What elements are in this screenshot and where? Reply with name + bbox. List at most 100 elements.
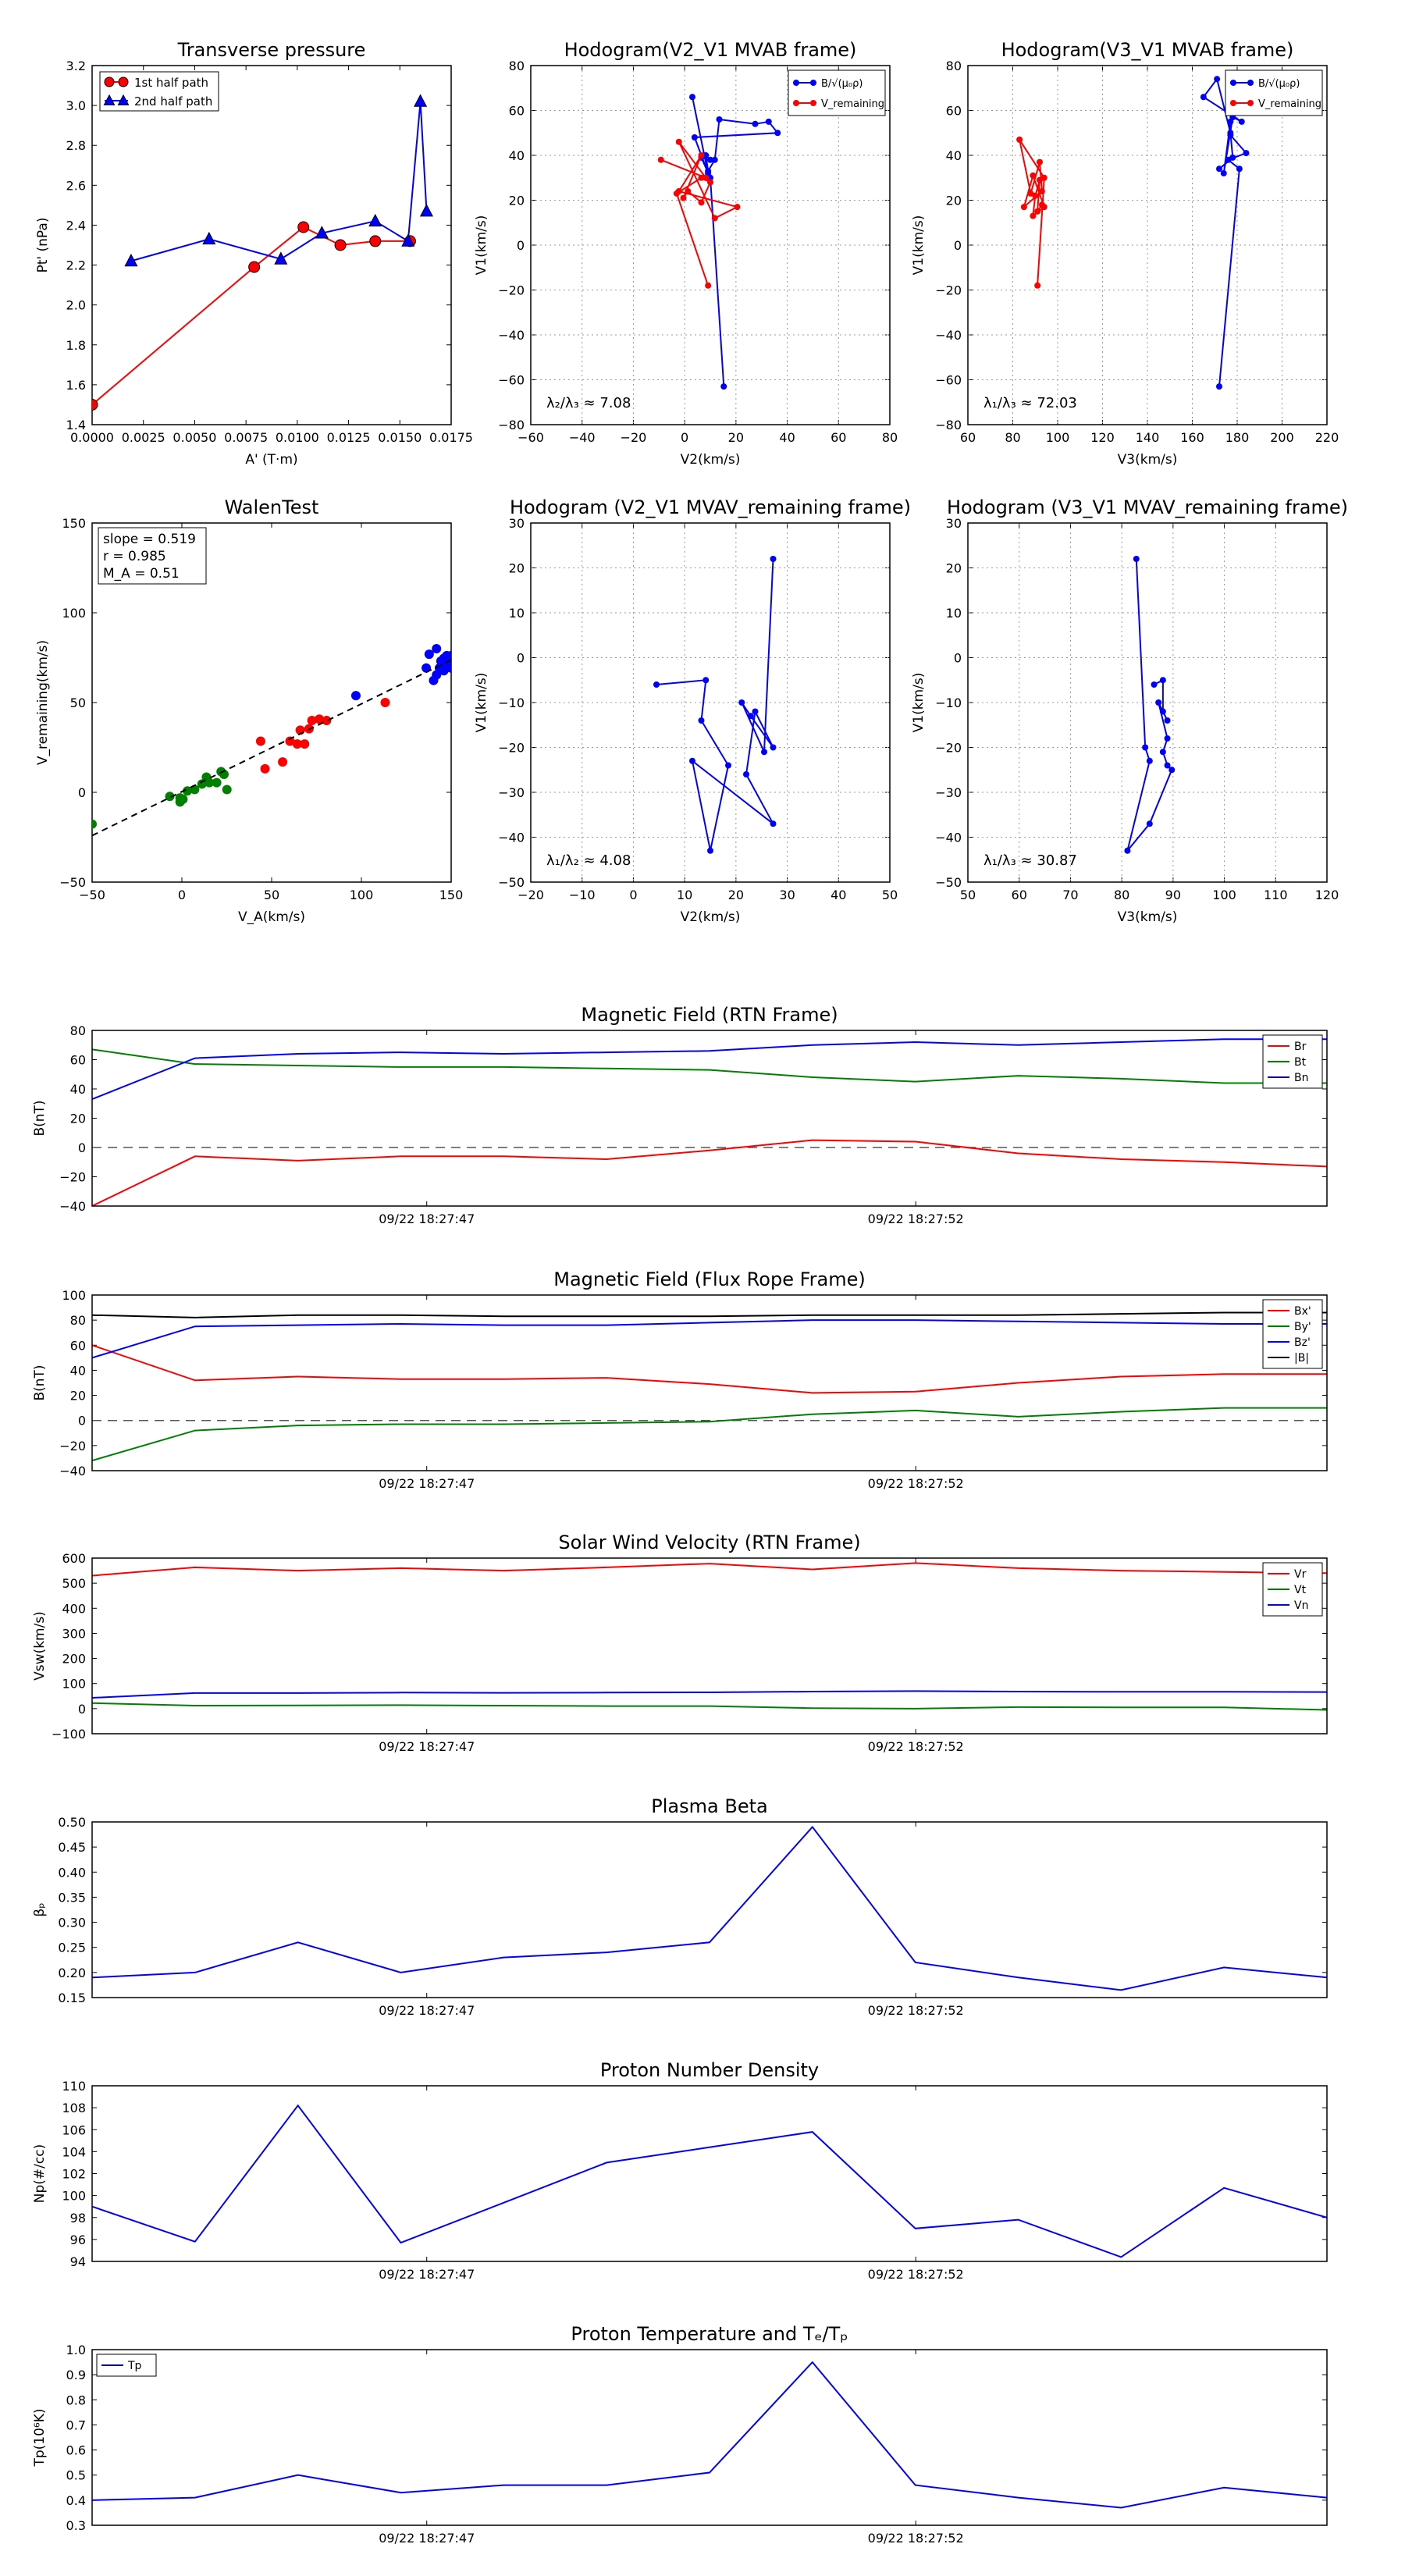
temperature-frame <box>91 2349 1328 2526</box>
bfield_fr-series-0-line <box>92 1344 1327 1394</box>
hodo_v3_mvab-ytick-label: 0 <box>954 238 962 253</box>
hodo_v2_mvav-xtick-label: 40 <box>831 888 846 902</box>
transverse-frame <box>91 65 452 425</box>
transverse-legend-marker-point <box>117 94 130 105</box>
beta-ytick-label: 0.15 <box>58 1991 86 2005</box>
transverse-series-1-line <box>130 101 428 262</box>
walen-fit-line <box>91 659 452 837</box>
bfield_fr-legend-item: By' <box>1294 1321 1311 1333</box>
transverse-series-0-point <box>92 398 98 411</box>
hodo_v2_mvav-series-0-point <box>770 744 777 751</box>
hodo_v2_mvab-series-1-point <box>673 190 680 197</box>
walen-series-0-point <box>222 785 232 795</box>
hodo_v2_mvab-series-1-point <box>685 188 692 194</box>
hodo_v3_mvab-legend-marker-point <box>1247 80 1254 86</box>
temperature-ytick-label: 0.5 <box>66 2468 86 2483</box>
hodo_v3_mvav-xtick-label: 80 <box>1114 888 1129 902</box>
walen-series-1-point <box>278 757 288 767</box>
hodo_v2_mvab-legend-marker-point <box>810 100 816 106</box>
density-ytick-label: 108 <box>62 2101 86 2115</box>
bfield_rtn-title: Magnetic Field (RTN Frame) <box>581 1004 838 1026</box>
bfield_rtn-ytick-label: −40 <box>59 1199 86 1214</box>
hodo_v2_mvab-series-0-point <box>765 118 772 125</box>
hodo_v3_mvab-series-0-point <box>1243 150 1250 157</box>
hodo_v2_mvab-legend-marker-point <box>793 80 799 86</box>
hodo_v3_mvab-legend-marker-point <box>1230 80 1236 86</box>
hodo_v2_mvab-xtick-label: −40 <box>569 430 596 445</box>
walen-series-1-point <box>322 716 332 725</box>
transverse-series-1-point <box>419 204 433 217</box>
hodo_v3_mvav-series-0-point <box>1159 749 1166 756</box>
transverse-xtick-label: 0.0125 <box>327 430 371 445</box>
hodo_v2_mvab-series-0-point <box>752 120 759 127</box>
walen-series-1-point <box>255 736 265 746</box>
hodo_v3_mvav-series-0-point <box>1159 677 1166 684</box>
density-ylabel: Np(#/cc) <box>32 2144 48 2203</box>
hodo_v3_mvab-xlabel: V3(km/s) <box>1118 452 1178 468</box>
hodo_v3_mvab-series-1-point <box>1038 188 1045 194</box>
hodo_v3_mvav-series-0-point <box>1159 708 1166 715</box>
temperature-time-label: 09/22 18:27:47 <box>379 2531 475 2546</box>
hodo_v2_mvav-ytick-label: 10 <box>509 606 525 621</box>
transverse-xtick-label: 0.0000 <box>70 430 114 445</box>
walen-series-0-point <box>92 819 97 829</box>
hodo_v3_mvav-ytick-label: 10 <box>946 606 962 621</box>
walen-ytick-label: 0 <box>78 785 86 800</box>
bfield_fr-ytick-label: 100 <box>62 1288 86 1303</box>
velocity-time-label: 09/22 18:27:47 <box>379 1739 475 1754</box>
hodo_v2_mvab-series-1-point <box>702 174 710 181</box>
bfield_fr-series-1-line <box>92 1407 1327 1462</box>
velocity-ytick-label: 200 <box>62 1652 86 1667</box>
hodo_v2_mvav-series-0-point <box>698 717 705 724</box>
transverse-xtick-label: 0.0150 <box>378 430 422 445</box>
hodo_v2_mvab-series-1-point <box>657 156 664 163</box>
hodo_v2_mvab-ytick-label: 0 <box>517 238 525 253</box>
hodo_v3_mvav-ytick-label: 0 <box>954 651 962 666</box>
hodo_v3_mvab-legend <box>1225 69 1323 116</box>
walen-series-0-point <box>183 786 193 796</box>
hodo_v3_mvab-series-0-point <box>1214 76 1221 83</box>
density-ytick-label: 96 <box>70 2233 86 2247</box>
hodo_v2_mvav-xtick-label: 50 <box>882 888 898 902</box>
beta-panel: Plasma Beta 0.15 0.20 0.25 0.30 0.35 0.40 0.45 0… <box>32 1795 1328 2018</box>
hodo_v3_mvav-series-0-point <box>1124 847 1131 854</box>
transverse-series-1-point <box>401 233 415 247</box>
transverse-ytick-label: 1.6 <box>66 378 86 393</box>
hodo_v2_mvab-series-0-point <box>711 156 718 163</box>
velocity-panel: Solar Wind Velocity (RTN Frame) −100 0 100 2… <box>32 1532 1328 1754</box>
hodo_v3_mvab-series-1-point <box>1032 192 1039 199</box>
transverse-ytick-label: 1.8 <box>66 338 86 353</box>
hodo_v3_mvab-xtick-label: 160 <box>1180 430 1204 445</box>
hodo_v3_mvab-series-1-point <box>1037 158 1043 165</box>
transverse-xtick-label: 0.0050 <box>173 430 216 445</box>
temperature-ylabel: Tp(10⁶K) <box>32 2408 48 2467</box>
hodo_v2_mvav-series-0-point <box>761 749 767 756</box>
hodo_v3_mvab-series-0-point <box>1236 165 1243 173</box>
hodo_v3_mvab-legend-marker-point <box>1230 100 1236 106</box>
transverse-legend-marker-point <box>118 76 129 87</box>
transverse-legend-item: 1st half path <box>134 76 208 90</box>
beta-ytick-label: 0.50 <box>58 1815 86 1830</box>
bfield_rtn-ytick-label: 0 <box>78 1140 86 1155</box>
transverse-ytick-label: 3.2 <box>66 59 86 73</box>
hodo_v2_mvav-series-0-point <box>747 713 754 720</box>
hodo_v2_mvab-xlabel: V2(km/s) <box>681 452 741 468</box>
beta-ytick-label: 0.30 <box>58 1916 86 1930</box>
hodo_v3_mvav-ytick-label: −10 <box>935 696 962 710</box>
hodo_v3_mvav-ytick-label: −50 <box>935 875 962 890</box>
hodo_v2_mvab-series-1-point <box>734 204 741 211</box>
hodo_v2_mvab-xtick-label: 40 <box>779 430 795 445</box>
hodo_v2_mvav-series-0-point <box>770 820 777 827</box>
hodo_v2_mvav-ytick-label: −50 <box>498 875 525 890</box>
hodo_v2_mvab-series-0-point <box>691 134 698 141</box>
hodo_v2_mvab-series-1-point <box>707 179 713 186</box>
hodo_v3_mvab-series-1-point <box>1034 282 1041 289</box>
transverse-series-0-line <box>92 226 411 406</box>
hodo_v2_mvav-frame <box>530 522 891 883</box>
temperature-ytick-label: 0.9 <box>66 2368 86 2382</box>
density-time-label: 09/22 18:27:52 <box>868 2267 964 2282</box>
hodo_v3_mvav-series-0-line <box>1126 558 1173 852</box>
bfield_fr-ytick-label: 80 <box>70 1313 86 1328</box>
walen-series-2-point <box>450 656 451 660</box>
transverse-series-1-point <box>315 226 329 239</box>
